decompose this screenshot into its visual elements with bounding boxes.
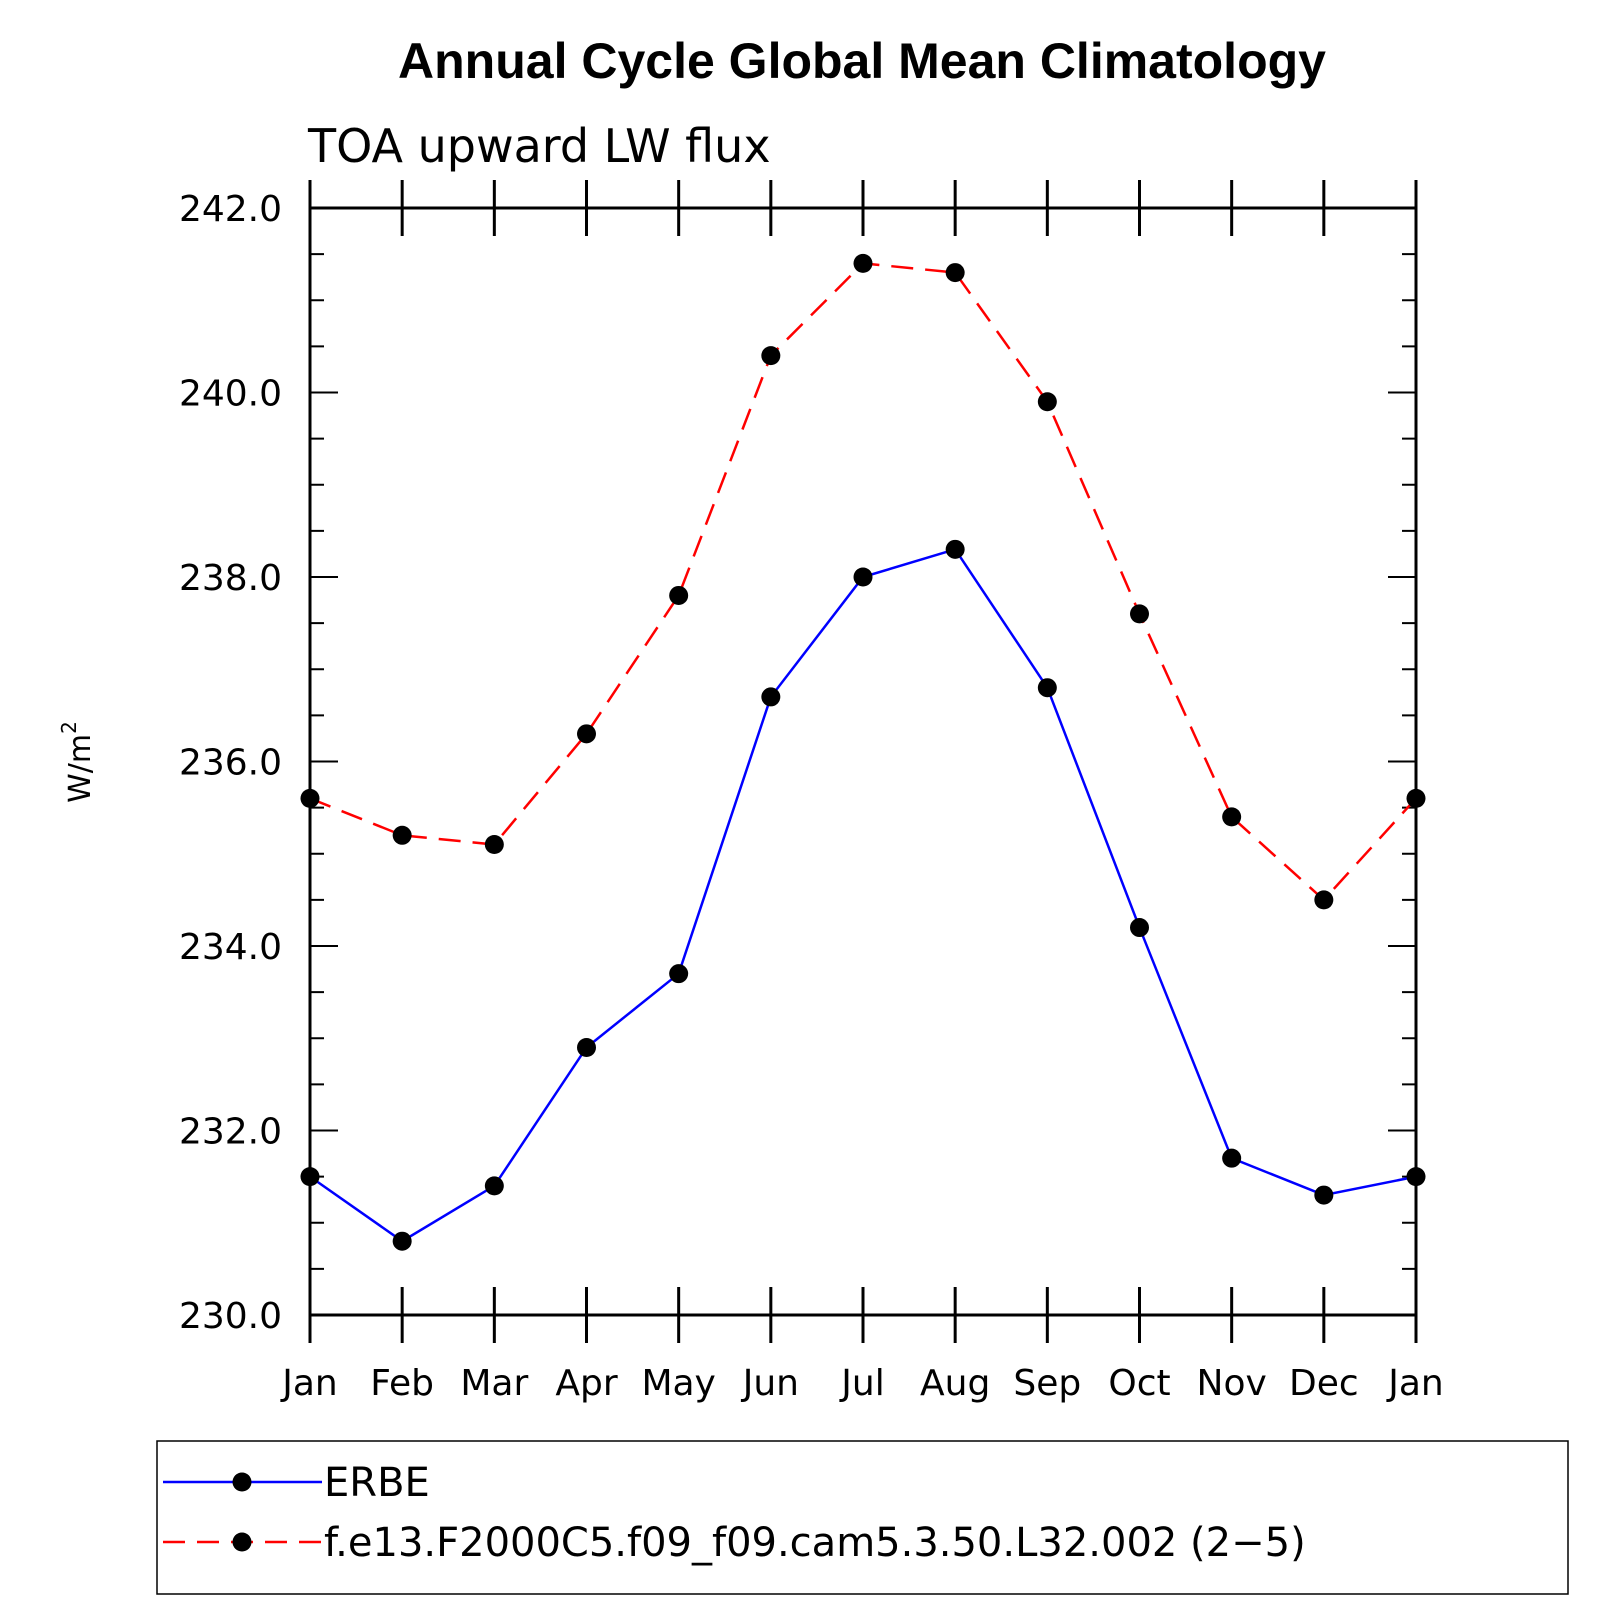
y-axis-label: W/m2 <box>57 721 98 803</box>
x-tick-label: Jan <box>280 1363 338 1404</box>
y-tick-label: 232.0 <box>179 1112 282 1153</box>
y-tick-label: 236.0 <box>179 743 282 784</box>
series-1-point <box>1314 890 1334 910</box>
legend-marker-1 <box>232 1532 252 1552</box>
x-tick-label: Aug <box>920 1363 990 1404</box>
series-0-point <box>669 964 689 984</box>
series-1-point <box>1406 788 1426 808</box>
series-1-point <box>392 825 412 845</box>
series-0-point <box>300 1167 320 1187</box>
chart-subtitle: TOA upward LW flux <box>307 119 771 173</box>
x-tick-label: Jan <box>1386 1363 1444 1404</box>
legend-label-1: f.e13.F2000C5.f09_f09.cam5.3.50.L32.002 … <box>324 1520 1306 1566</box>
legend-entries: ERBE f.e13.F2000C5.f09_f09.cam5.3.50.L32.… <box>163 1460 1306 1566</box>
plot-frame <box>308 206 1418 1317</box>
series-layer <box>300 253 1426 1251</box>
y-axis-label-text: W/m <box>63 734 98 803</box>
legend: ERBE f.e13.F2000C5.f09_f09.cam5.3.50.L32.… <box>156 1440 1569 1595</box>
series-1-point <box>853 253 873 273</box>
legend-box <box>156 1440 1569 1595</box>
series-0-point <box>392 1231 412 1251</box>
series-0-point <box>1130 918 1149 938</box>
y-tick-label: 238.0 <box>179 558 282 599</box>
y-tick-label: 234.0 <box>179 927 282 968</box>
series-0-point <box>1222 1148 1242 1168</box>
y-axis-ticks: 230.0 232.0 234.0 236.0 238.0 240.0 242.0 <box>179 189 1416 1337</box>
series-line-0 <box>309 547 1417 1243</box>
series-1-point <box>300 788 320 808</box>
series-1-point <box>1130 604 1149 624</box>
series-0-point <box>1037 678 1057 698</box>
x-tick-label: Sep <box>1013 1363 1081 1404</box>
series-0-point <box>853 567 873 587</box>
series-0-point <box>761 687 781 707</box>
x-tick-label: Nov <box>1197 1363 1267 1404</box>
x-tick-label: Mar <box>460 1363 528 1404</box>
y-tick-label: 230.0 <box>179 1296 282 1337</box>
x-tick-label: Jul <box>839 1363 884 1404</box>
chart-title: Annual Cycle Global Mean Climatology <box>398 33 1326 89</box>
series-0-point <box>1314 1185 1334 1205</box>
y-tick-label: 242.0 <box>179 189 282 230</box>
series-1-point <box>1037 392 1057 412</box>
y-axis-label-superscript: 2 <box>57 721 81 734</box>
x-tick-label: Feb <box>370 1363 434 1404</box>
series-1-point <box>577 724 596 744</box>
series-1-point <box>669 585 689 605</box>
legend-label-0: ERBE <box>324 1460 430 1506</box>
series-0-point <box>1406 1167 1426 1187</box>
series-1-point <box>761 346 781 366</box>
x-axis-ticks: Jan Feb Mar Apr May Jun Jul Aug Sep Oct Nov Dec Jan <box>280 180 1444 1404</box>
x-tick-label: Apr <box>555 1363 617 1404</box>
x-tick-label: Dec <box>1289 1363 1359 1404</box>
series-0-point <box>577 1037 596 1057</box>
plot-area: Jan Feb Mar Apr May Jun Jul Aug Sep Oct Nov Dec Jan … <box>179 180 1444 1404</box>
series-1-point <box>484 835 504 855</box>
series-0-point <box>484 1176 504 1196</box>
x-tick-label: May <box>641 1363 715 1404</box>
x-tick-label: Oct <box>1108 1363 1170 1404</box>
series-1-point <box>1222 807 1242 827</box>
series-0-point <box>945 539 965 559</box>
y-tick-label: 240.0 <box>179 374 282 415</box>
x-tick-label: Jun <box>741 1363 799 1404</box>
legend-marker-0 <box>232 1472 252 1492</box>
series-1-point <box>945 263 965 283</box>
